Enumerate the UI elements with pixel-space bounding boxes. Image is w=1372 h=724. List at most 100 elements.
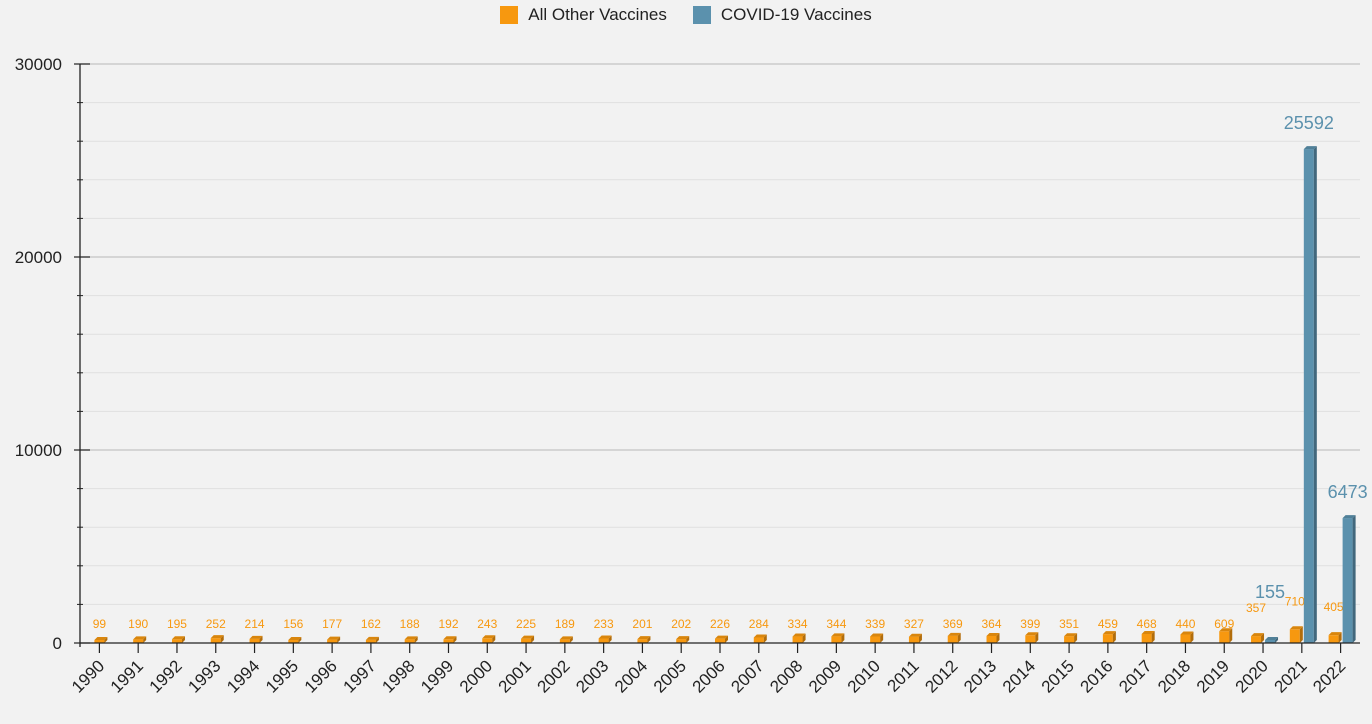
data-label-other-2016: 459 xyxy=(1098,617,1118,631)
data-label-other-2017: 468 xyxy=(1137,617,1157,631)
data-label-other-1995: 156 xyxy=(283,617,303,631)
bar-other-1997 xyxy=(365,636,379,643)
data-label-other-2001: 225 xyxy=(516,617,536,631)
bar-other-2002 xyxy=(559,636,573,643)
bar-covid-2021 xyxy=(1303,146,1317,643)
bar-other-2005 xyxy=(676,636,690,643)
data-label-other-2009: 344 xyxy=(826,617,846,631)
data-label-other-2020: 357 xyxy=(1246,601,1266,615)
y-tick-label: 30000 xyxy=(15,55,62,74)
data-label-other-2010: 339 xyxy=(865,617,885,631)
bar-other-2019 xyxy=(1219,628,1233,643)
x-tick-label-2020: 2020 xyxy=(1232,656,1272,696)
data-label-other-2003: 233 xyxy=(594,617,614,631)
data-label-other-1996: 177 xyxy=(322,617,342,631)
x-tick-label-2004: 2004 xyxy=(611,656,651,696)
bar-other-2009 xyxy=(831,633,845,643)
data-label-other-1992: 195 xyxy=(167,617,187,631)
bar-other-2012 xyxy=(947,632,961,643)
x-tick-label-2002: 2002 xyxy=(533,656,573,696)
bar-other-1990 xyxy=(94,637,108,643)
data-label-other-2012: 369 xyxy=(943,617,963,631)
bar-other-2018 xyxy=(1180,631,1194,643)
bar-other-2020 xyxy=(1251,633,1265,643)
y-tick-label: 0 xyxy=(53,634,62,653)
bar-other-1995 xyxy=(288,636,302,643)
x-tick-label-2006: 2006 xyxy=(689,656,729,696)
data-label-other-2011: 327 xyxy=(904,617,924,631)
x-tick-label-2015: 2015 xyxy=(1038,656,1078,696)
data-label-other-2015: 351 xyxy=(1059,617,1079,631)
data-label-covid-2022: 6473 xyxy=(1328,482,1368,502)
bar-other-1991 xyxy=(133,636,147,643)
bar-other-2021 xyxy=(1289,626,1303,643)
x-tick-label-2000: 2000 xyxy=(456,656,496,696)
x-tick-label-1997: 1997 xyxy=(340,656,380,696)
x-tick-label-1990: 1990 xyxy=(68,656,108,696)
x-tick-label-2021: 2021 xyxy=(1270,656,1310,696)
y-tick-label: 20000 xyxy=(15,248,62,267)
x-tick-label-1992: 1992 xyxy=(146,656,186,696)
x-tick-label-2014: 2014 xyxy=(999,656,1039,696)
x-tick-label-2008: 2008 xyxy=(766,656,806,696)
x-tick-label-2001: 2001 xyxy=(495,656,535,696)
bar-other-2006 xyxy=(715,635,728,643)
bar-other-2001 xyxy=(521,635,535,643)
x-tick-label-2005: 2005 xyxy=(650,656,690,696)
data-label-other-1994: 214 xyxy=(245,617,265,631)
bar-other-2016 xyxy=(1102,631,1116,643)
bar-other-2003 xyxy=(598,635,612,643)
data-label-other-1997: 162 xyxy=(361,617,381,631)
bar-covid-2022 xyxy=(1342,515,1356,643)
data-label-other-2006: 226 xyxy=(710,617,730,631)
x-tick-label-1993: 1993 xyxy=(184,656,224,696)
bar-covid-2020 xyxy=(1265,637,1279,643)
x-tick-label-2017: 2017 xyxy=(1115,656,1155,696)
x-tick-label-2010: 2010 xyxy=(844,656,884,696)
bar-other-1993 xyxy=(210,635,224,643)
data-label-other-2018: 440 xyxy=(1175,617,1195,631)
data-label-other-2021: 710 xyxy=(1285,594,1305,608)
x-tick-label-2022: 2022 xyxy=(1309,656,1349,696)
data-label-other-2014: 399 xyxy=(1020,617,1040,631)
x-tick-label-2007: 2007 xyxy=(727,656,767,696)
data-label-other-2004: 201 xyxy=(632,617,652,631)
x-tick-label-1996: 1996 xyxy=(301,656,341,696)
data-label-covid-2020: 155 xyxy=(1255,582,1285,602)
data-label-other-2019: 609 xyxy=(1214,617,1234,631)
bar-other-2015 xyxy=(1064,633,1078,643)
y-tick-label: 10000 xyxy=(15,441,62,460)
data-label-other-1991: 190 xyxy=(128,617,148,631)
x-tick-label-2009: 2009 xyxy=(805,656,845,696)
bar-other-2000 xyxy=(482,635,496,643)
x-tick-label-1995: 1995 xyxy=(262,656,302,696)
bar-other-1994 xyxy=(249,635,263,643)
x-tick-label-2016: 2016 xyxy=(1077,656,1117,696)
legend-swatch-other xyxy=(500,6,519,24)
legend-item-covid[interactable]: COVID-19 Vaccines xyxy=(692,5,872,25)
bar-other-2014 xyxy=(1025,632,1039,643)
bar-other-2013 xyxy=(986,632,1000,643)
data-label-other-2008: 334 xyxy=(788,617,808,631)
bar-other-2022 xyxy=(1328,632,1342,643)
x-tick-label-2019: 2019 xyxy=(1193,656,1233,696)
x-tick-label-1994: 1994 xyxy=(223,656,263,696)
bar-other-1992 xyxy=(171,636,185,643)
legend-label-covid: COVID-19 Vaccines xyxy=(720,5,872,24)
bar-other-2010 xyxy=(870,633,884,643)
data-label-covid-2021: 25592 xyxy=(1284,113,1334,133)
x-tick-label-1991: 1991 xyxy=(107,656,147,696)
legend-label-other: All Other Vaccines xyxy=(528,5,667,24)
data-label-other-2007: 284 xyxy=(749,617,769,631)
bar-other-2007 xyxy=(753,634,767,643)
data-label-other-2000: 243 xyxy=(477,617,497,631)
x-tick-label-2011: 2011 xyxy=(883,656,922,695)
x-tick-label-2013: 2013 xyxy=(960,656,1000,696)
bar-other-2008 xyxy=(792,633,806,643)
bar-other-2011 xyxy=(908,633,922,643)
x-tick-label-2012: 2012 xyxy=(921,656,961,696)
bar-other-1998 xyxy=(404,636,418,643)
legend-item-other[interactable]: All Other Vaccines xyxy=(500,5,667,25)
